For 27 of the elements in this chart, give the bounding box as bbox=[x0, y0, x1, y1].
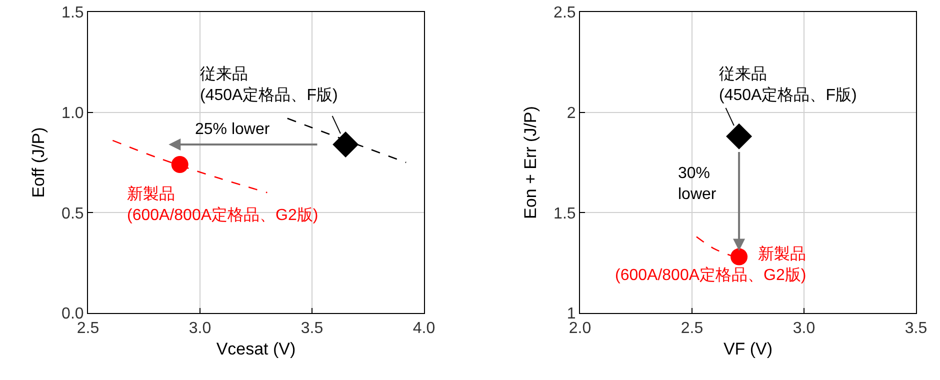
x-tick-label: 3.5 bbox=[300, 320, 324, 338]
line-series bbox=[286, 118, 407, 164]
annotation: 新製品 (600A/800A定格品、G2版) bbox=[127, 185, 318, 224]
x-tick-label: 2.5 bbox=[680, 320, 704, 338]
annotation: 30% lower bbox=[678, 165, 717, 203]
x-tick-label: 3.0 bbox=[188, 320, 212, 338]
y-tick-label: 2 bbox=[566, 104, 576, 122]
annotation: 従来品 (450A定格品、F版) bbox=[719, 65, 857, 104]
y-tick-label: 1.5 bbox=[62, 4, 84, 22]
x-tick-label: 4.0 bbox=[412, 320, 436, 338]
y-tick-label: 1 bbox=[566, 306, 576, 323]
annotation: 新製品 (600A/800A定格品、G2版) bbox=[615, 245, 806, 284]
y-tick-label: 0.5 bbox=[62, 205, 84, 222]
annotation: 従来品 (450A定格品、F版) bbox=[200, 65, 338, 104]
x-tick-label: 2.0 bbox=[568, 320, 592, 338]
y-axis-title: Eoff (J/P) bbox=[29, 127, 48, 198]
y-axis-title: Eon + Err (J/P) bbox=[521, 106, 540, 219]
x-axis-title: VF (V) bbox=[723, 340, 773, 359]
x-tick-label: 3.0 bbox=[792, 320, 816, 338]
x-tick-label: 2.5 bbox=[76, 320, 100, 338]
x-tick-label: 3.5 bbox=[904, 320, 928, 338]
y-tick-label: 2.5 bbox=[554, 4, 576, 22]
y-tick-label: 0.0 bbox=[62, 306, 84, 323]
y-tick-label: 1.0 bbox=[62, 104, 84, 122]
y-tick-label: 1.5 bbox=[554, 205, 576, 222]
x-axis-title: Vcesat (V) bbox=[216, 340, 296, 359]
annotation: 25% lower bbox=[195, 121, 270, 138]
